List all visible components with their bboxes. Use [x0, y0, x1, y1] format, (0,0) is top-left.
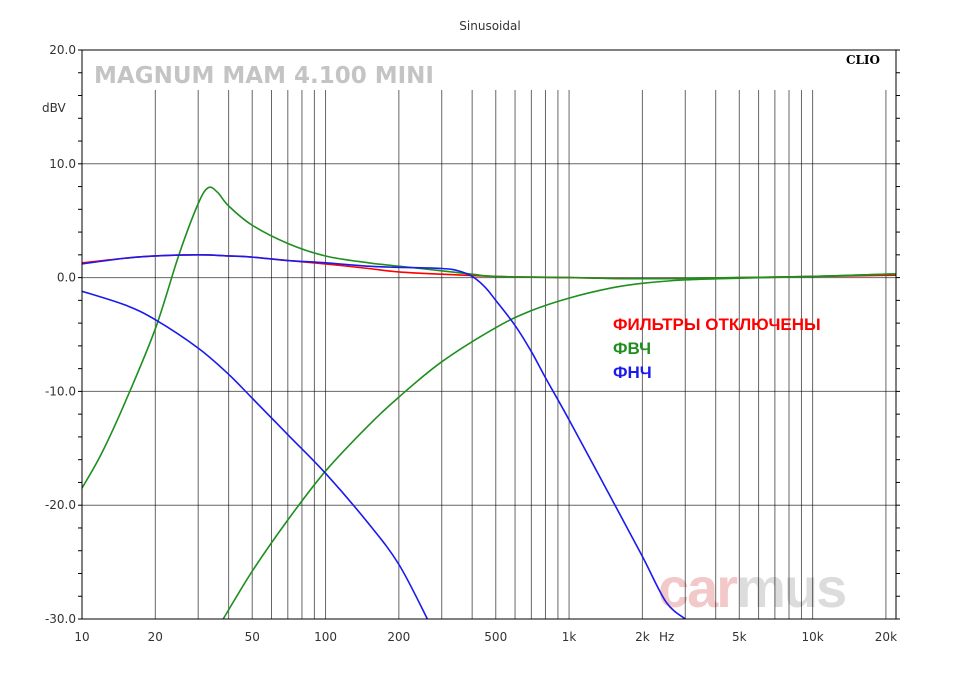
- legend: ФИЛЬТРЫ ОТКЛЮЧЕНЫ ФВЧ ФНЧ: [613, 315, 821, 382]
- series-line: [82, 186, 896, 489]
- legend-entry: ФНЧ: [613, 363, 652, 382]
- y-tick-label: -30.0: [45, 612, 76, 626]
- plot-area: [82, 50, 896, 619]
- legend-entry: ФВЧ: [613, 339, 651, 358]
- x-tick-label: 200: [387, 630, 410, 644]
- clio-brand: CLIO: [846, 53, 880, 67]
- plot-border: [81, 49, 897, 620]
- x-tick-label: 50: [245, 630, 260, 644]
- model-name: MAGNUM MAM 4.100 MINI: [94, 63, 434, 89]
- watermark-part-mus: mus: [736, 556, 845, 619]
- x-tick-label: 100: [314, 630, 337, 644]
- watermark-part-car: car: [658, 556, 737, 619]
- y-tick-label: 0.0: [57, 271, 76, 285]
- series-layer: [82, 186, 896, 619]
- series-line: [82, 254, 686, 619]
- x-tick-label: 20k: [875, 630, 897, 644]
- y-tick-label: 10.0: [49, 157, 76, 171]
- series-line: [222, 273, 896, 619]
- x-tick-label: 5k: [732, 630, 747, 644]
- y-tick-label: 20.0: [49, 43, 76, 57]
- watermark-logo: carmus: [658, 556, 845, 619]
- x-axis-label: Hz: [659, 630, 674, 644]
- x-tick-label: 2k: [635, 630, 650, 644]
- grid: [82, 90, 896, 619]
- tick-labels: 10 20 50 100 200 500 1k 2k 5k 10k 20k 20.0 10.0 0.0 -1…: [45, 43, 900, 644]
- y-axis-label: dBV: [42, 101, 66, 115]
- x-tick-label: 10k: [801, 630, 823, 644]
- y-tick-label: -20.0: [45, 498, 76, 512]
- x-tick-label: 10: [74, 630, 89, 644]
- series-line: [82, 290, 429, 619]
- x-tick-label: 1k: [562, 630, 577, 644]
- x-tick-label: 20: [148, 630, 163, 644]
- x-tick-label: 500: [484, 630, 507, 644]
- chart-title: Sinusoidal: [459, 19, 520, 33]
- y-tick-label: -10.0: [45, 384, 76, 398]
- legend-entry: ФИЛЬТРЫ ОТКЛЮЧЕНЫ: [613, 315, 821, 334]
- carmus-watermark: carmus: [658, 556, 847, 619]
